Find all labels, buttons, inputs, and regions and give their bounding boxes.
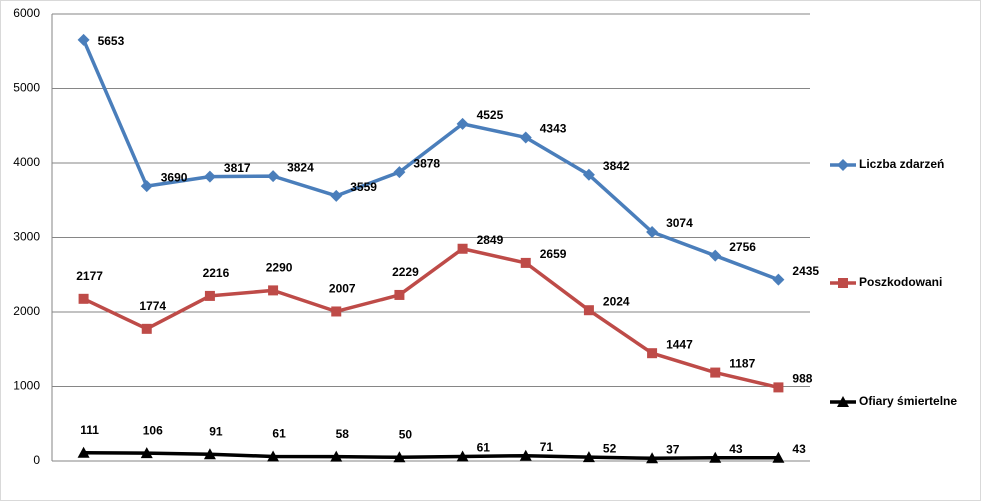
legend-label: Ofiary śmiertelne [859,394,957,408]
legend-item: Poszkodowani [830,275,942,289]
legend-item: Liczba zdarzeń [830,157,944,171]
marker [583,305,594,316]
data-label: 111 [80,423,99,437]
data-label: 106 [143,423,163,437]
marker [772,451,785,463]
marker [203,448,216,460]
data-label: 2756 [729,240,756,254]
data-label: 3817 [224,161,251,175]
data-label: 2229 [392,265,419,279]
marker [519,449,532,461]
data-label: 61 [272,427,286,441]
data-label: 43 [729,442,743,456]
data-label: 52 [603,441,617,455]
marker [709,249,722,262]
series-line [83,450,779,460]
data-label: 3559 [350,180,377,194]
y-tick-label: 0 [33,453,40,467]
data-label: 1187 [729,357,755,371]
marker [582,451,595,463]
marker [267,170,280,183]
marker [77,33,90,46]
marker [710,367,721,378]
data-label: 2435 [792,264,819,278]
y-tick-label: 3000 [13,230,40,244]
marker [330,450,343,462]
marker [393,166,406,179]
data-label: 37 [666,442,680,456]
data-label: 2216 [203,266,230,280]
marker [203,170,216,183]
marker [837,159,849,171]
data-label: 4525 [477,108,504,122]
marker [330,189,343,202]
marker [646,452,659,464]
legend-label: Liczba zdarzeń [859,157,944,171]
marker [709,451,722,463]
marker [773,382,784,393]
data-label: 2177 [76,269,103,283]
marker [838,278,848,288]
data-label: 3074 [666,216,693,230]
marker [77,446,90,458]
y-tick-label: 5000 [13,81,40,95]
data-label: 2007 [329,282,356,296]
data-label: 91 [209,424,223,438]
marker [646,225,659,238]
data-label: 988 [792,372,812,386]
data-label: 1774 [139,299,166,313]
data-label: 3824 [287,160,314,174]
y-tick-label: 1000 [13,379,40,393]
data-label: 1447 [666,337,693,351]
y-tick-label: 2000 [13,304,40,318]
marker [582,168,595,181]
marker [267,450,280,462]
data-label: 5653 [98,34,125,48]
series-line [81,39,780,282]
data-label: 71 [540,440,554,454]
data-label: 43 [792,442,806,456]
data-label: 61 [477,441,491,455]
marker [140,447,153,459]
marker [457,243,468,254]
data-label: 50 [399,427,413,441]
marker [268,285,279,296]
data-label: 3690 [161,170,188,184]
marker [393,451,406,463]
marker [140,180,153,193]
data-label: 4343 [540,122,567,136]
y-tick-label: 6000 [13,6,40,20]
marker [772,273,785,286]
marker [204,290,215,301]
marker [394,289,405,300]
series-line [82,246,779,390]
legend-item: Ofiary śmiertelne [830,394,957,408]
marker [456,117,469,130]
marker [78,293,89,304]
data-label: 3842 [603,159,630,173]
data-label: 3878 [413,156,440,170]
data-label: 58 [336,427,350,441]
data-label: 2024 [603,294,630,308]
marker [647,348,658,359]
marker [456,450,469,462]
y-tick-label: 4000 [13,155,40,169]
marker [141,323,152,334]
marker [519,131,532,144]
data-label: 2290 [266,261,293,275]
marker [331,306,342,317]
data-label: 2659 [540,247,567,261]
marker [520,257,531,268]
legend-label: Poszkodowani [859,275,942,289]
data-label: 2849 [477,233,504,247]
marker [837,396,849,407]
